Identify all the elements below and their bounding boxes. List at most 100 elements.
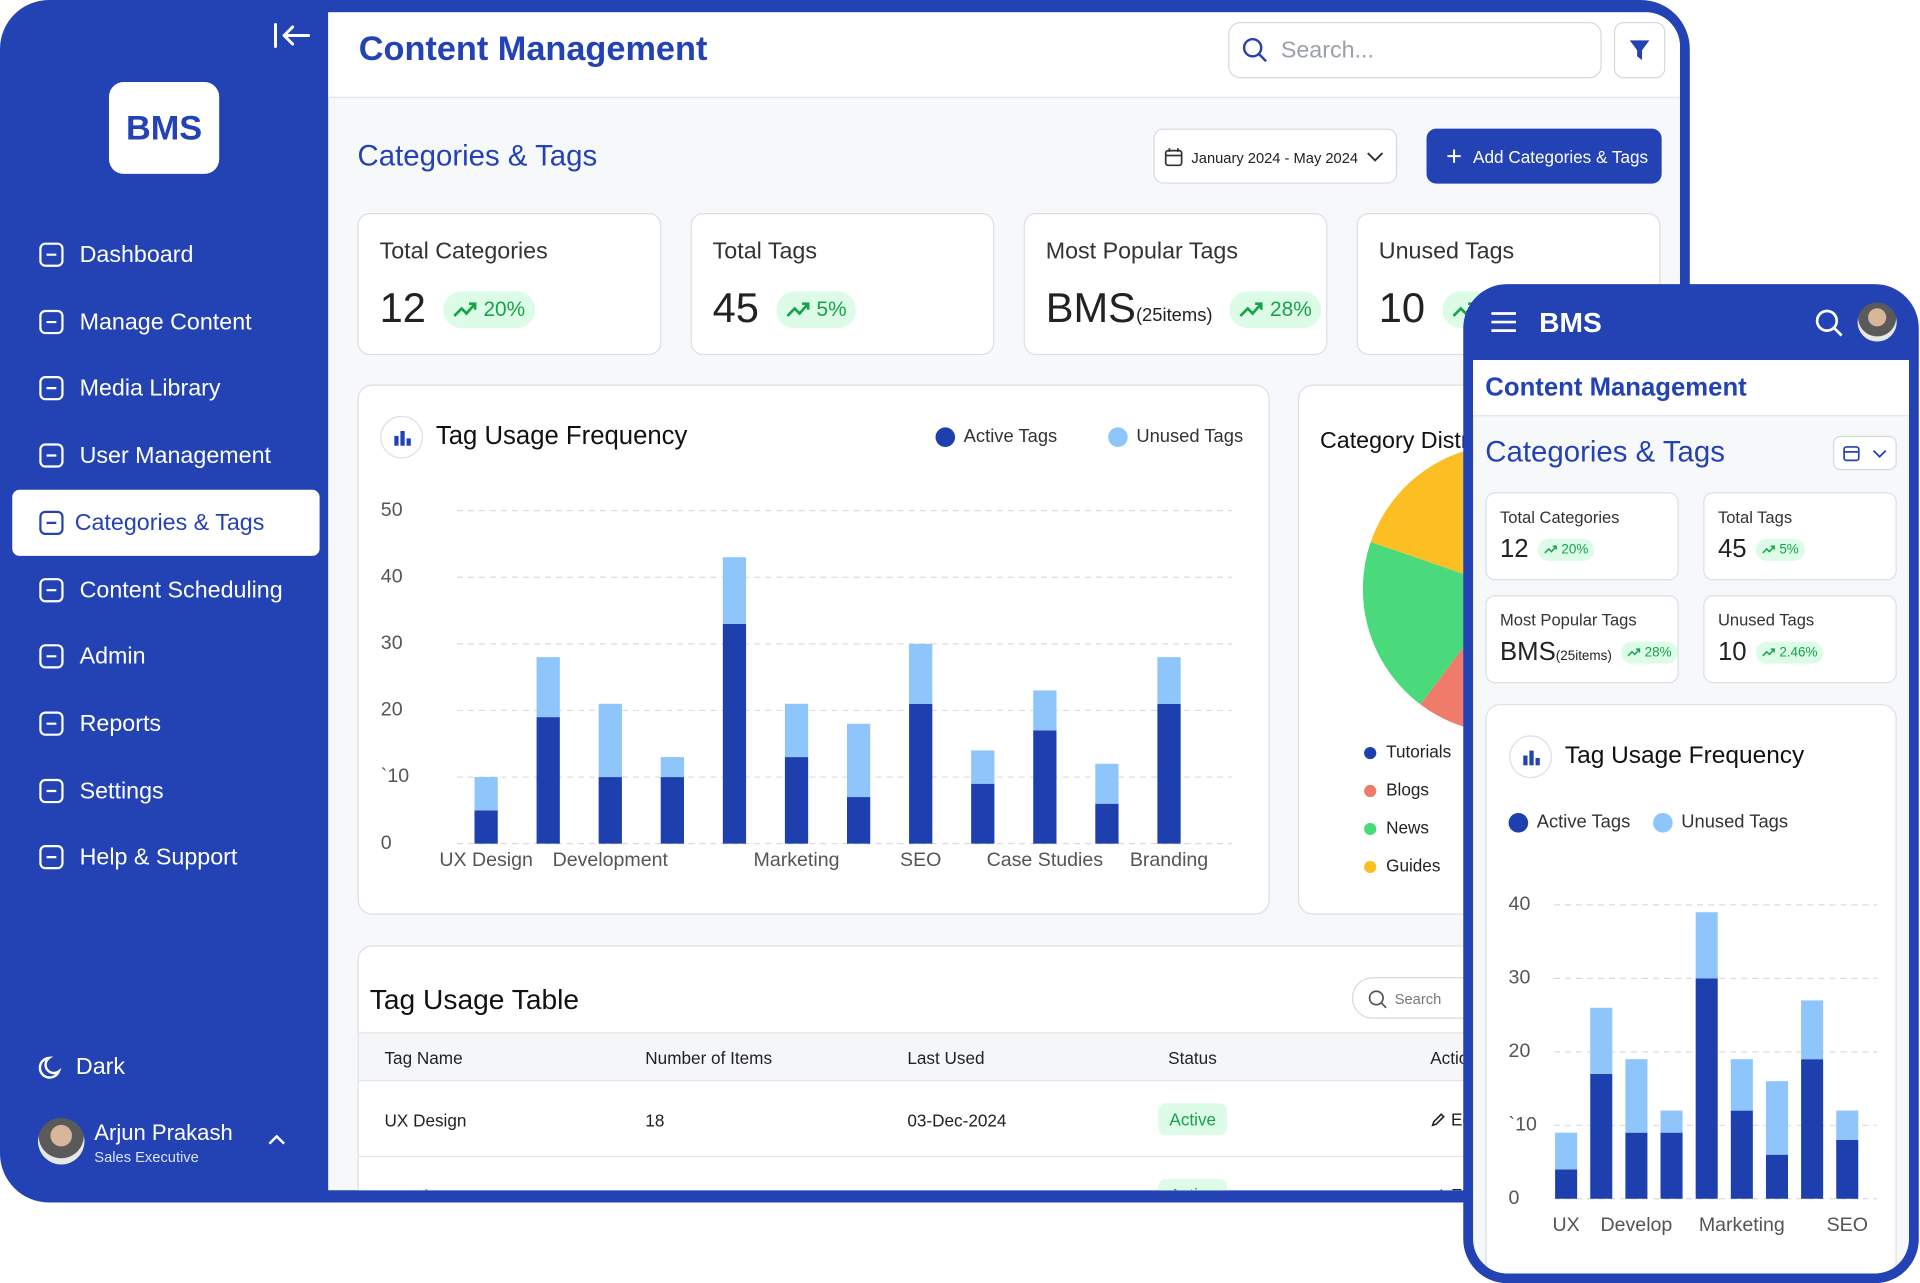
- legend-label: Unused Tags: [1681, 811, 1788, 832]
- stat-row: 45 5%: [713, 285, 857, 333]
- mobile-screen: Content Management Categories & Tags Tag…: [1473, 360, 1909, 1274]
- chevron-down: [1367, 152, 1384, 162]
- nav-icon: [39, 845, 64, 870]
- y-tick-label: 40: [1509, 893, 1531, 915]
- legend-dot: [1508, 813, 1529, 833]
- plus-icon: [1447, 149, 1461, 163]
- table-header-cell: Status: [1168, 1048, 1217, 1068]
- logo[interactable]: BMS: [108, 82, 220, 174]
- bar: [909, 643, 933, 704]
- legend-dot: [1364, 860, 1377, 874]
- legend-label: Guides: [1386, 855, 1440, 875]
- y-tick-label: 30: [1509, 967, 1531, 989]
- nav-item[interactable]: Categories & Tags: [12, 489, 320, 556]
- bar: [1730, 1059, 1753, 1111]
- stat-value: 12: [379, 285, 426, 332]
- section-title: Categories & Tags: [357, 139, 598, 173]
- stat-suffix: (25items): [1135, 304, 1213, 326]
- y-tick-label: 0: [381, 832, 392, 854]
- x-tick-label: Marketing: [754, 849, 840, 871]
- mobile-stat-label: Total Categories: [1500, 508, 1620, 527]
- legend-dot: [1108, 427, 1128, 447]
- trend-icon: [1544, 545, 1558, 554]
- bar: [1033, 730, 1057, 844]
- nav-label: Media Library: [79, 376, 221, 403]
- avatar[interactable]: [37, 1117, 85, 1165]
- bar: [1695, 912, 1718, 979]
- title-icon-bar: [1535, 757, 1540, 766]
- edit-icon: [1439, 1188, 1443, 1191]
- collapse-icon[interactable]: [272, 22, 311, 49]
- mobile-stat-card: Total Tags 45 5%: [1703, 492, 1897, 581]
- bar: [1095, 803, 1119, 844]
- mobile-search-icon[interactable]: [1815, 309, 1844, 338]
- nav-item[interactable]: Dashboard: [12, 222, 319, 288]
- stat-change: 5%: [776, 290, 857, 328]
- stat-label: Unused Tags: [1378, 238, 1515, 265]
- stat-label: Most Popular Tags: [1045, 238, 1238, 265]
- chart-card: Tag Usage Frequency Active Tags Unused Tag…: [357, 384, 1270, 915]
- x-tick-label: Marketing: [1699, 1214, 1785, 1236]
- mobile-stat-row: BMS (25items) 28%: [1500, 638, 1678, 667]
- mobile-stat-card: Total Categories 12 20%: [1485, 492, 1679, 581]
- tag-chart: Tag Usage Frequency Active Tags Unused Tag…: [380, 415, 1243, 871]
- stat-row: 12 20%: [380, 285, 535, 333]
- nav-item[interactable]: Media Library: [12, 356, 319, 422]
- nav-label: Dashboard: [79, 242, 194, 269]
- bar: [474, 777, 498, 811]
- mobile-stat-row: 45 5%: [1718, 535, 1805, 564]
- nav-item[interactable]: Manage Content: [12, 289, 319, 355]
- add-button[interactable]: Add Categories & Tags: [1426, 128, 1662, 184]
- bar: [1765, 1154, 1789, 1199]
- mobile-stat-row: 10 2.46%: [1718, 638, 1824, 667]
- mobile-avatar[interactable]: [1857, 302, 1897, 342]
- x-tick-label: Development: [553, 849, 669, 871]
- nav-item[interactable]: Help & Support: [12, 824, 319, 890]
- legend-label: Unused Tags: [1136, 425, 1243, 446]
- nav-icon: [39, 443, 64, 468]
- mobile-stat-row: 12 20%: [1500, 535, 1595, 564]
- filter-button[interactable]: [1613, 22, 1666, 79]
- search-box[interactable]: Search...: [1228, 22, 1602, 79]
- search-placeholder: Search...: [1280, 37, 1374, 64]
- mobile-stat-change-text: 2.46%: [1779, 645, 1818, 661]
- edit-icon: [1431, 1112, 1445, 1126]
- nav-icon: [39, 309, 64, 334]
- legend-dot: [1364, 746, 1377, 760]
- theme-toggle[interactable]: Dark: [75, 1054, 126, 1081]
- date-range[interactable]: January 2024 - May 2024: [1153, 128, 1398, 184]
- mobile-date-button[interactable]: [1833, 435, 1897, 471]
- bar: [1660, 1110, 1683, 1133]
- mobile-stat-value: BMS: [1500, 637, 1556, 667]
- chart-title: Tag Usage Frequency: [1565, 742, 1805, 769]
- bar: [660, 777, 685, 844]
- y-tick-label: `10: [1509, 1113, 1537, 1135]
- trend-icon: [1762, 545, 1776, 554]
- mobile-stat-change: 20%: [1538, 538, 1595, 561]
- title-icon-bar: [1523, 755, 1528, 766]
- bar: [536, 657, 560, 718]
- nav-item[interactable]: Content Scheduling: [12, 557, 319, 623]
- bar: [846, 723, 871, 798]
- table-header-row: [358, 1032, 1681, 1082]
- stat-label: Total Categories: [379, 238, 548, 265]
- nav-item[interactable]: User Management: [12, 423, 319, 489]
- bar: [909, 703, 933, 844]
- nav-label: Help & Support: [79, 845, 238, 871]
- mobile-title-bar: [1473, 360, 1909, 417]
- add-button-text: Add Categories & Tags: [1473, 146, 1649, 167]
- chevron-up[interactable]: [267, 1133, 287, 1148]
- nav-item[interactable]: Reports: [12, 690, 319, 756]
- nav-item[interactable]: Settings: [12, 757, 319, 823]
- nav-icon: [39, 711, 64, 736]
- bar: [1660, 1132, 1683, 1199]
- mobile-stat-card: Unused Tags 10 2.46%: [1703, 595, 1897, 684]
- nav-item[interactable]: Admin: [12, 623, 319, 689]
- trend-icon: [1627, 648, 1641, 657]
- legend-label: Active Tags: [1537, 811, 1631, 832]
- x-tick-label: UX Design: [439, 849, 533, 871]
- title-icon-bar: [394, 435, 399, 446]
- menu-icon[interactable]: [1490, 311, 1517, 333]
